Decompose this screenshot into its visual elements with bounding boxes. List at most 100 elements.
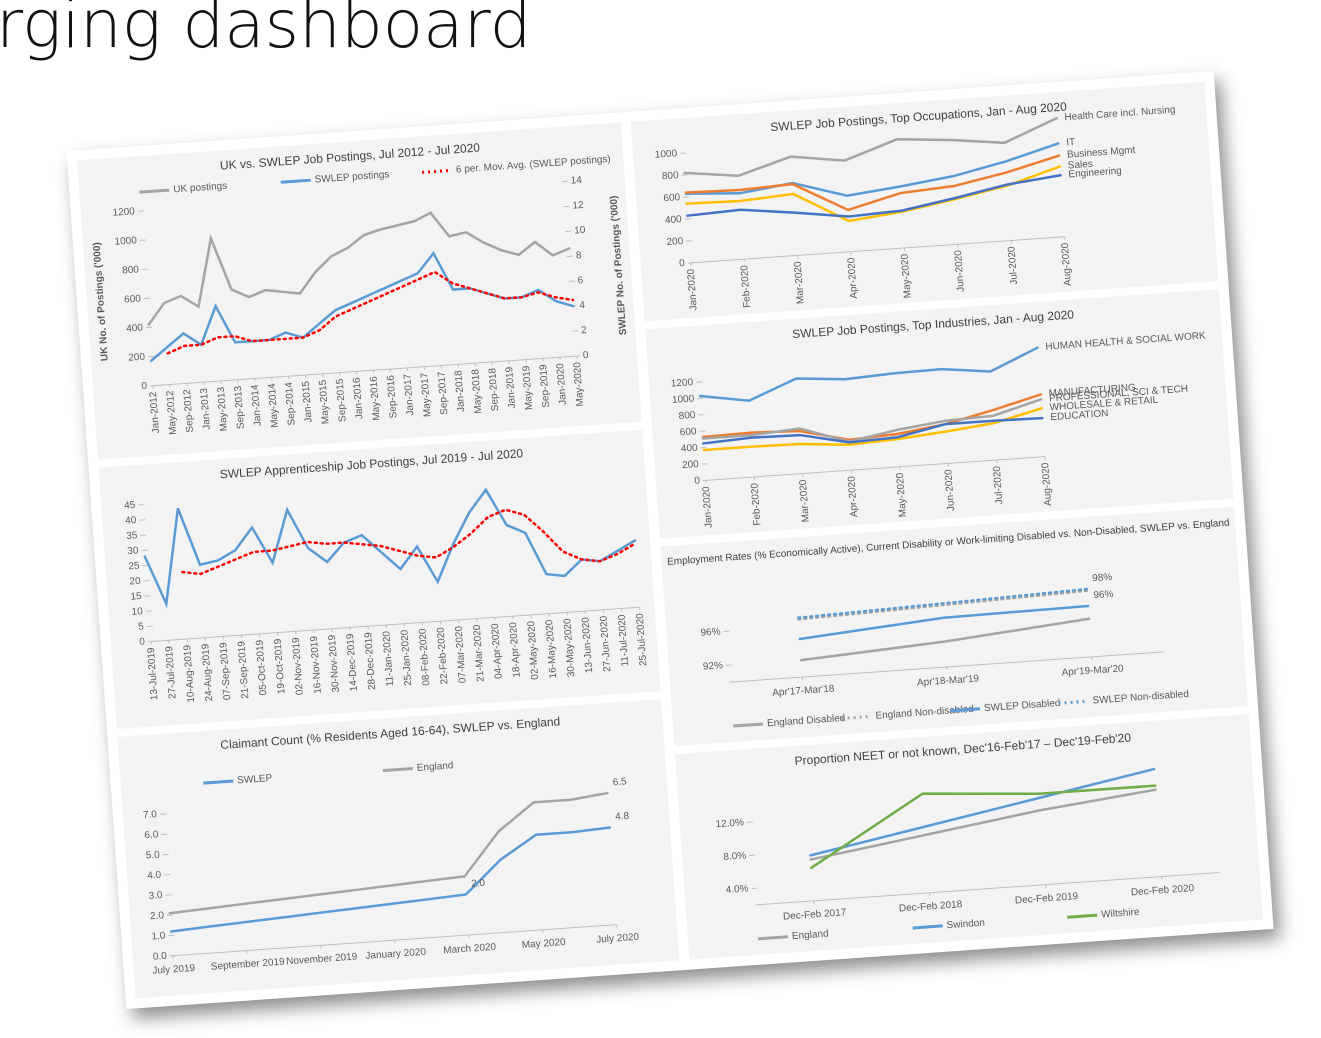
x-axis	[150, 606, 640, 642]
series-label: Business Mgmt	[1067, 145, 1136, 161]
y2-axis-label: SWLEP No. of Postings ('000)	[608, 195, 629, 335]
chart-panel: Claimant Count (% Residents Aged 16-64),…	[117, 699, 680, 999]
x-tick-label: Dec-Feb 2020	[1131, 883, 1195, 898]
y-tick-label: 0	[139, 637, 146, 648]
x-tick-label: Dec-Feb 2018	[899, 899, 963, 914]
legend-swatch	[733, 722, 764, 728]
y-tick-label: 400	[681, 443, 699, 455]
y-tick-label: 30	[127, 545, 139, 557]
y-tick-label: 1000	[114, 235, 137, 248]
y-tick-label: 200	[682, 459, 700, 471]
x-tick-label: September 2019	[210, 957, 285, 973]
x-tick-label: 07-Mar-2020	[454, 625, 469, 683]
legend-swatch	[203, 779, 234, 785]
x-tick-label: 27-Jul-2019	[164, 645, 179, 699]
y-tick-label: 600	[124, 293, 142, 305]
x-tick-label: 13-Jul-2019	[146, 647, 161, 701]
chart-panel: UK vs. SWLEP Job Postings, Jul 2012 - Ju…	[77, 122, 642, 460]
series-line	[809, 767, 1156, 857]
x-tick-label: 02-Nov-2019	[291, 636, 306, 695]
x-tick-label: Sep-2019	[538, 364, 552, 408]
x-tick-label: Jun-2020	[953, 249, 967, 292]
x-tick-label: November 2019	[286, 951, 358, 967]
x-tick-label: 24-Aug-2019	[200, 643, 215, 702]
legend-label: England Non-disabled	[875, 704, 974, 722]
x-tick-label: Apr-2020	[846, 257, 860, 299]
x-tick-label: Sep-2012	[182, 388, 196, 432]
legend-label: England Disabled	[767, 713, 846, 729]
y-tick-label: 14	[570, 175, 582, 187]
y-tick-label: 400	[665, 214, 683, 226]
x-tick-label: Jan-2017	[402, 373, 416, 416]
x-tick-label: Jan-2012	[148, 391, 162, 434]
chart-panel: SWLEP Job Postings, Top Industries, Jan …	[645, 289, 1234, 539]
chart-title: SWLEP Job Postings, Top Occupations, Jan…	[770, 99, 1068, 134]
legend-swatch	[1058, 699, 1089, 705]
x-axis	[152, 355, 577, 387]
x-tick-label: January 2020	[365, 947, 427, 962]
y-tick-label: 0.0	[153, 951, 168, 963]
y-tick-label: 600	[679, 426, 697, 438]
x-tick-label: 05-Oct-2019	[254, 639, 269, 696]
x-tick-label: Jan-2013	[199, 387, 213, 430]
x-tick-label: May-2019	[521, 365, 535, 411]
x-tick-label: 10-Aug-2019	[182, 644, 197, 703]
series-label: IT	[1066, 137, 1076, 149]
x-tick-label: May-2017	[419, 372, 433, 418]
x-tick-label: May-2013	[216, 386, 230, 432]
data-label: 4.8	[615, 811, 630, 823]
y-tick-label: 1000	[672, 393, 695, 406]
x-tick-label: 04-Apr-2020	[490, 623, 505, 680]
chart-panel: Proportion NEET or not known, Dec'16-Feb…	[674, 714, 1263, 960]
y-tick-label: 15	[130, 591, 142, 603]
y-tick-label: 200	[128, 352, 146, 364]
x-tick-label: 11-Jul-2020	[617, 614, 632, 667]
x-tick-label: July 2020	[596, 932, 640, 946]
legend-label: England	[792, 929, 829, 943]
data-label: 96%	[1093, 589, 1114, 601]
x-tick-label: May-2020	[895, 472, 909, 518]
x-tick-label: Feb-2020	[749, 482, 763, 526]
x-tick-label: 08-Feb-2020	[417, 628, 432, 686]
x-tick-label: Aug-2020	[1040, 462, 1054, 506]
series-line	[702, 406, 1043, 452]
y-tick-label: 600	[663, 192, 681, 204]
chart: UK vs. SWLEP Job Postings, Jul 2012 - Ju…	[91, 140, 629, 435]
y-tick-label: 12	[572, 200, 584, 212]
series-line	[686, 174, 1062, 218]
x-tick-label: 16-May-2020	[544, 619, 559, 679]
x-tick-label: Jun-2020	[943, 469, 957, 512]
y-tick-label: 0	[141, 381, 148, 392]
y-tick-label: 200	[666, 236, 684, 248]
chart-title: SWLEP Job Postings, Top Industries, Jan …	[792, 307, 1075, 341]
y-tick-label: 800	[122, 264, 140, 276]
x-tick-label: Dec-Feb 2017	[783, 907, 847, 922]
series-label: Sales	[1068, 159, 1094, 172]
y-tick-label: 400	[126, 323, 144, 335]
y-tick-label: 35	[126, 530, 138, 542]
x-tick-label: Mar-2020	[793, 261, 807, 305]
x-tick-label: Mar-2020	[798, 479, 812, 523]
y-tick-label: 7.0	[143, 809, 158, 821]
series-line	[147, 211, 571, 326]
y-tick-label: 1.0	[151, 931, 166, 943]
x-tick-label: Dec-Feb 2019	[1015, 891, 1079, 906]
x-tick-label: May-2018	[470, 368, 484, 414]
x-tick-label: May-2020	[900, 253, 914, 299]
x-tick-label: Jan-2016	[352, 377, 366, 420]
chart: Proportion NEET or not known, Dec'16-Feb…	[715, 730, 1220, 943]
x-tick-label: Jan-2019	[504, 366, 518, 409]
legend-swatch	[841, 714, 872, 720]
page-title: rging dashboard	[0, 0, 532, 63]
legend-label: UK postings	[173, 181, 228, 196]
series-line	[798, 604, 1090, 641]
series-line	[143, 487, 637, 609]
x-tick-label: 25-Jul-2020	[635, 612, 650, 666]
x-tick-label: 07-Sep-2019	[218, 642, 233, 701]
y-tick-label: 0	[694, 475, 701, 486]
series-line	[685, 165, 1062, 223]
series-line	[698, 346, 1039, 403]
series-line	[168, 791, 609, 915]
x-tick-label: Sep-2015	[335, 378, 349, 422]
